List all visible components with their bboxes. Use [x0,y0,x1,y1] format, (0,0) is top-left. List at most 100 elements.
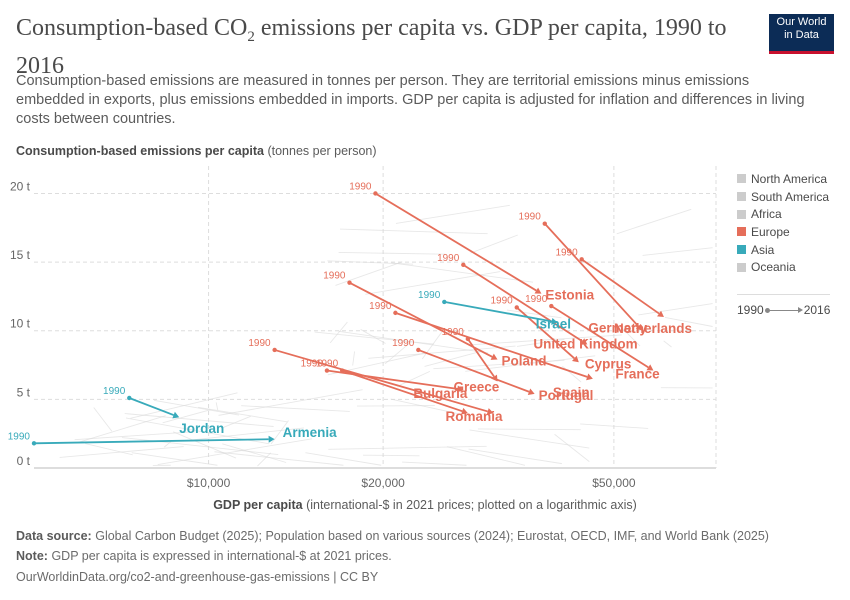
background-country-line [163,441,172,448]
legend-item[interactable]: Africa [737,205,830,223]
legend-swatch [737,174,746,184]
start-year-label: 1990 [8,431,31,442]
legend-swatch [737,192,746,202]
end-arrowhead [586,373,593,381]
start-point [514,305,519,310]
background-country-line [642,247,713,256]
legend-swatch [737,245,746,255]
background-country-line [85,443,133,456]
background-country-line [395,204,510,224]
chart-subtitle: Consumption-based emissions are measured… [16,73,805,127]
background-country-line [368,345,516,359]
start-point [339,368,345,373]
background-country-line [506,309,562,319]
chart-url[interactable]: OurWorldinData.org/co2-and-greenhouse-ga… [16,570,379,584]
background-country-line [421,331,443,360]
background-country-line [214,451,344,466]
start-year-label: 1990 [392,338,415,349]
background-country-line [516,338,565,347]
background-country-line [241,405,350,412]
series-line [274,349,488,413]
start-year-label: 1990 [103,386,126,397]
start-year-label: 1990 [491,295,514,306]
series-line [374,192,537,292]
chart-note: Note: GDP per capita is expressed in int… [16,549,392,563]
background-country-line [471,334,622,346]
series-line [341,369,463,413]
y-axis-title: Consumption-based emissions per capita (… [16,144,377,158]
start-year-label: 1990 [525,294,548,305]
legend-item[interactable]: South America [737,188,830,206]
legend-label: North America [751,171,828,186]
legend-swatch [737,227,746,237]
start-year-label: 1990 [437,253,460,264]
background-country-line [121,437,279,456]
legend-item[interactable]: Europe [737,223,830,241]
background-country-line [329,321,348,344]
series-label: France [615,367,660,382]
background-country-line [580,423,649,429]
y-tick-label: 10 t [10,317,31,331]
start-point [416,347,421,353]
legend-item[interactable]: Asia [737,241,830,259]
y-tick-label: 0 t [17,454,31,468]
background-country-line [257,452,272,467]
series-label: Romania [445,409,503,424]
series-line [444,301,552,323]
end-arrowhead [527,388,535,396]
background-country-line [362,454,420,457]
background-country-line [131,452,218,466]
x-tick-label: $20,000 [361,476,405,490]
background-country-line [218,389,363,416]
background-country-line [397,370,431,387]
series-label: Israel [536,316,571,331]
start-year-label: 1990 [316,359,339,370]
background-country-line [157,438,313,466]
x-axis-title: GDP per capita (international-$ in 2021 … [213,498,637,512]
legend-item[interactable]: North America [737,170,830,188]
series-line [516,306,575,359]
x-tick-label: $10,000 [187,476,231,490]
background-country-line [446,446,526,466]
end-arrowhead [646,364,654,371]
x-tick-label: $50,000 [592,476,636,490]
end-arrowhead [456,385,464,393]
background-country-line [222,415,251,429]
background-country-line [638,303,713,316]
start-year-label: 1990 [301,359,324,370]
data-source: Data source: Global Carbon Budget (2025)… [16,529,769,543]
background-country-line [384,341,412,365]
end-arrowhead [490,353,498,360]
series-label: Greece [454,380,500,395]
series-label: Armenia [283,425,338,440]
legend-item[interactable]: Oceania [737,258,830,276]
background-country-line [338,252,446,255]
start-point [549,303,554,309]
y-tick-label: 15 t [10,248,31,262]
background-country-line [663,340,672,348]
end-arrowhead [635,323,643,331]
start-point [461,262,466,268]
background-country-line [468,448,562,465]
start-year-label: 1990 [369,301,392,312]
background-country-line [390,262,534,283]
series-line [467,338,495,378]
legend-end-year: 2016 [803,303,831,318]
start-point [542,221,547,226]
legend-label: Oceania [751,260,796,275]
series-label: Netherlands [614,321,692,336]
series-label: Estonia [545,288,594,303]
end-arrowhead [486,408,494,415]
chart-title: Consumption-based CO2 emissions per capi… [16,15,727,79]
legend-label: Asia [751,242,775,257]
background-country-line [469,429,590,449]
background-country-line [335,261,403,286]
start-year-label: 1990 [555,247,578,258]
y-tick-label: 5 t [17,385,31,399]
legend-year-range: 1990 2016 [737,294,831,318]
owid-logo[interactable]: Our World in Data [769,14,834,54]
background-country-line [338,330,489,354]
start-point [31,441,37,446]
legend-swatch [737,262,746,272]
end-arrowhead [534,287,542,294]
